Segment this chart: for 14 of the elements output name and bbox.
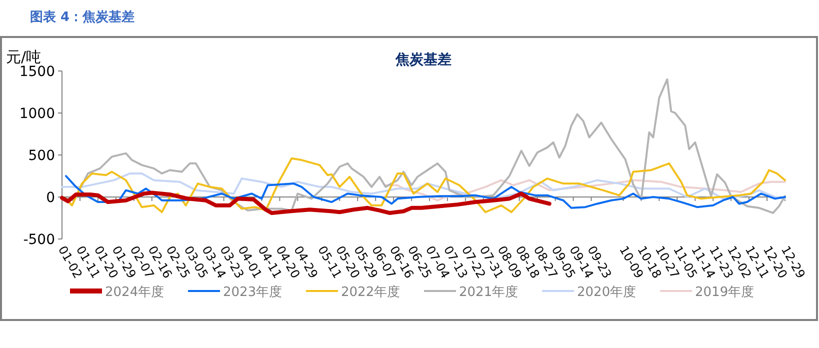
legend-label: 2021年度 xyxy=(459,284,518,300)
legend-label: 2024年度 xyxy=(105,284,164,300)
y-tick-label: 500 xyxy=(28,148,55,164)
y-tick-label: -500 xyxy=(23,232,55,248)
chart-title: 焦炭基差 xyxy=(394,52,452,68)
legend-label: 2019年度 xyxy=(695,284,754,300)
legend-label: 2023年度 xyxy=(223,284,282,300)
y-tick-label: 1500 xyxy=(19,64,55,80)
y-axis-title: 元/吨 xyxy=(6,48,42,66)
text: 图表 4：焦炭基差 xyxy=(30,10,135,25)
y-tick-label: 0 xyxy=(46,190,55,206)
y-tick-label: 1000 xyxy=(19,106,55,122)
legend-label: 2022年度 xyxy=(341,284,400,300)
legend-label: 2020年度 xyxy=(577,284,636,300)
